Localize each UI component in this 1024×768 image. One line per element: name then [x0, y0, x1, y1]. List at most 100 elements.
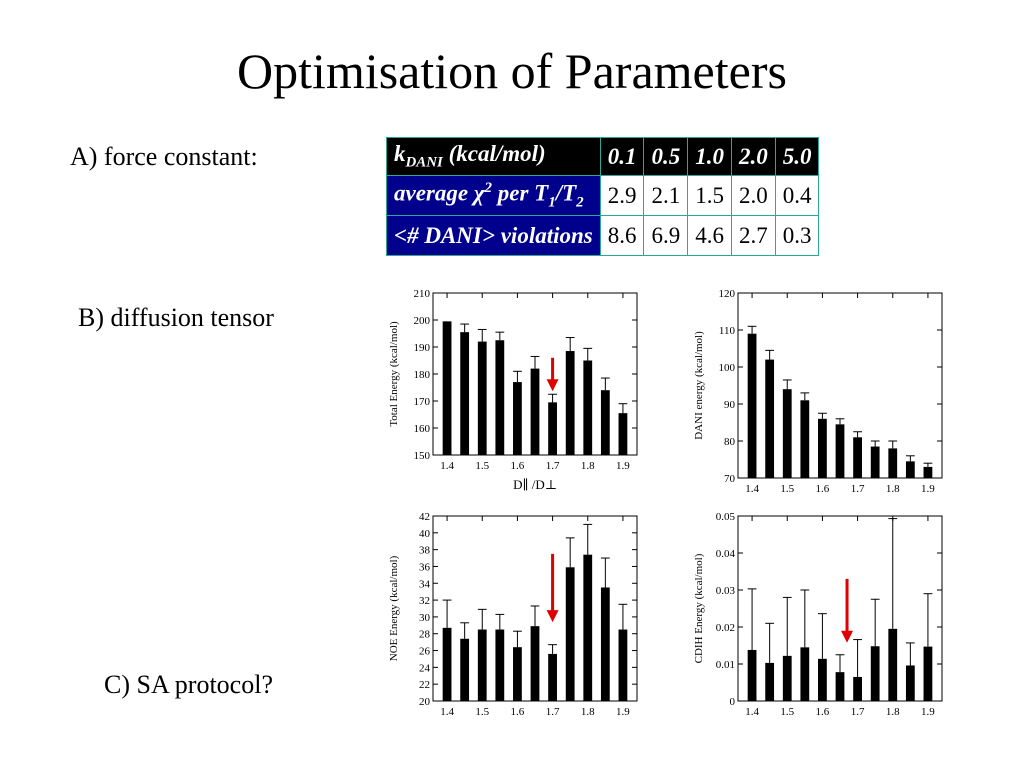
x-tick-label: 1.9: [921, 483, 935, 495]
table-header-cell: 0.5: [643, 137, 689, 176]
x-tick-label: 1.4: [440, 706, 454, 718]
bar: [477, 629, 487, 701]
y-tick-label: 36: [419, 561, 431, 573]
table-header-cell: 5.0: [774, 137, 820, 176]
bar: [835, 424, 845, 478]
y-tick-label: 24: [419, 662, 431, 674]
x-tick-label: 1.7: [546, 706, 560, 718]
y-tick-label: 70: [724, 473, 736, 485]
k-symbol: k: [394, 141, 406, 167]
y-axis-label: DANI energy (kcal/mol): [693, 331, 705, 440]
table-row-violations: <# DANI> violations 8.6 6.9 4.6 2.7 0.3: [386, 215, 820, 256]
table-header-cell: 0.1: [599, 137, 645, 176]
bar: [800, 647, 810, 701]
red-arrow-icon: [546, 379, 559, 392]
bar: [747, 333, 757, 478]
bar: [618, 629, 628, 701]
y-tick-label: 0.02: [716, 622, 735, 634]
y-tick-label: 0.01: [716, 659, 735, 671]
table-cell: 6.9: [643, 215, 689, 256]
label-force-constant: A) force constant:: [70, 142, 258, 171]
y-tick-label: 0.04: [716, 548, 736, 560]
y-tick-label: 100: [719, 362, 736, 374]
x-tick-label: 1.6: [816, 706, 830, 718]
x-tick-label: 1.8: [581, 706, 595, 718]
k-unit: (kcal/mol): [442, 141, 546, 167]
bar: [923, 646, 933, 701]
noe-energy-chart: 20 22 24 26 28 30 32 34 36 38 40 42 1.4 1.5 1.6 1.7 1.8 1…: [388, 511, 638, 718]
y-tick-label: 180: [414, 369, 431, 381]
table-header-cell: 1.0: [687, 137, 732, 176]
bar: [477, 341, 487, 455]
bar: [870, 446, 880, 478]
x-tick-label: 1.9: [616, 706, 630, 718]
bar: [548, 402, 557, 455]
y-tick-label: 42: [419, 511, 430, 523]
label-sa-protocol: C) SA protocol?: [104, 670, 273, 699]
y-tick-label: 200: [414, 315, 431, 327]
bar: [513, 382, 522, 455]
x-tick-label: 1.8: [886, 706, 900, 718]
row-label-chi2: average χ2 per T1/T2: [386, 175, 601, 216]
bar: [782, 655, 792, 701]
bar: [495, 340, 505, 455]
y-axis-label: CDIH Energy (kcal/mol): [693, 553, 705, 663]
table-row-chi2: average χ2 per T1/T2 2.9 2.1 1.5 2.0 0.4: [386, 175, 820, 216]
chi-superscript: 2: [484, 179, 492, 196]
x-tick-label: 1.5: [475, 460, 489, 472]
total-energy-chart: 150 160 170 180 190 200 210 1.4 1.5 1.6 1.7 1.8 1.9 T…: [388, 288, 638, 492]
x-tick-label: 1.4: [745, 483, 759, 495]
bar: [530, 368, 540, 455]
bar: [818, 418, 827, 478]
bar: [818, 658, 827, 701]
table-header-row: kDANI (kcal/mol) 0.1 0.5 1.0 2.0 5.0: [386, 137, 820, 176]
x-tick-label: 1.5: [780, 483, 794, 495]
x-axis-label: D∥ /D⊥: [513, 477, 557, 492]
y-tick-label: 40: [419, 528, 431, 540]
y-tick-label: 110: [719, 325, 736, 337]
bar: [565, 567, 575, 701]
label-diffusion-tensor: B) diffusion tensor: [78, 303, 274, 332]
table-cell: 2.0: [730, 175, 776, 216]
bar: [765, 662, 775, 701]
bar: [747, 649, 757, 701]
t1-subscript: 1: [548, 194, 556, 211]
bar: [888, 628, 898, 701]
table-cell: 8.6: [599, 215, 645, 256]
bar: [905, 665, 915, 701]
row-label-text: average: [394, 180, 474, 206]
table-cell: 1.5: [687, 175, 732, 216]
x-tick-label: 1.7: [851, 706, 865, 718]
y-tick-label: 160: [414, 423, 431, 435]
table-cell: 2.9: [599, 175, 645, 216]
table-cell: 2.7: [730, 215, 776, 256]
x-tick-label: 1.6: [511, 460, 525, 472]
table-cell: 2.1: [643, 175, 689, 216]
y-tick-label: 22: [419, 679, 430, 691]
x-tick-label: 1.4: [440, 460, 454, 472]
bar: [853, 676, 862, 701]
y-tick-label: 34: [419, 578, 431, 590]
x-tick-label: 1.4: [745, 706, 759, 718]
table-cell: 4.6: [687, 215, 732, 256]
y-tick-label: 120: [719, 288, 736, 300]
t2-subscript: 2: [576, 194, 584, 211]
bar: [460, 638, 470, 701]
y-tick-label: 80: [724, 436, 736, 448]
y-tick-label: 30: [419, 612, 431, 624]
y-tick-label: 150: [414, 450, 431, 462]
bar: [442, 627, 452, 701]
y-tick-label: 170: [414, 396, 431, 408]
bar: [800, 400, 810, 478]
bar: [565, 351, 575, 455]
y-tick-label: 190: [414, 342, 431, 354]
force-constant-table: kDANI (kcal/mol) 0.1 0.5 1.0 2.0 5.0 ave…: [386, 137, 820, 256]
k-subscript: DANI: [405, 154, 443, 171]
x-tick-label: 1.6: [511, 706, 525, 718]
y-tick-label: 90: [724, 399, 736, 411]
bar: [600, 390, 610, 455]
x-tick-label: 1.6: [816, 483, 830, 495]
y-tick-label: 0: [730, 696, 736, 708]
table-header-cell: 2.0: [730, 137, 776, 176]
bar: [923, 466, 933, 478]
